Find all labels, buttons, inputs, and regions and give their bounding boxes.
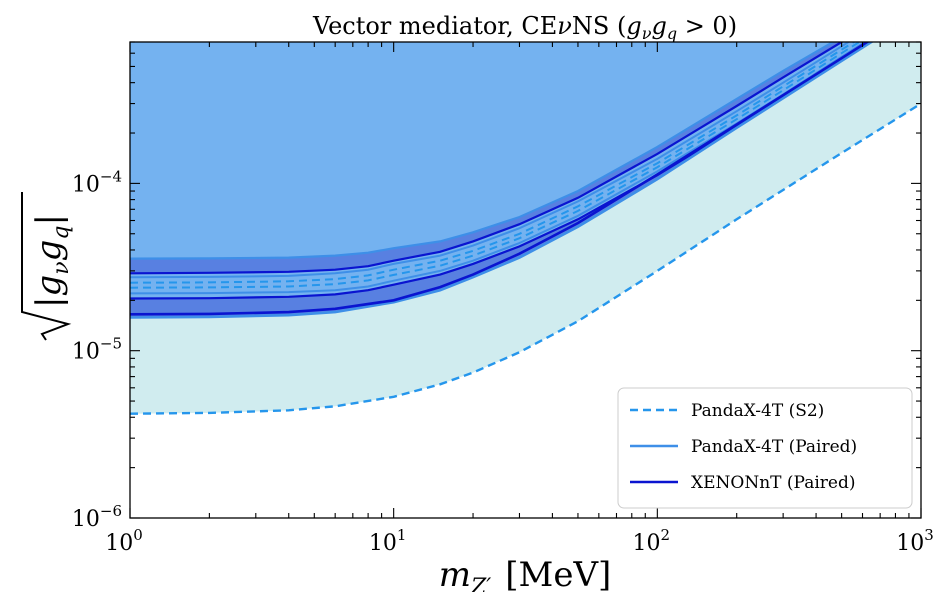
- x-tick-label-2: 102: [633, 526, 671, 556]
- pandax-s2-upper-dashed-line: [130, 42, 856, 284]
- legend-label-xenon-paired: XENONnT (Paired): [691, 473, 855, 493]
- y-tick-label-1: 10−5: [72, 335, 122, 365]
- legend-label-pandax-s2: PandaX-4T (S2): [691, 401, 824, 421]
- legend: PandaX-4T (S2) PandaX-4T (Paired) XENONn…: [617, 387, 913, 509]
- x-tick-labels: 100 101 102 103: [105, 526, 934, 556]
- series-pandax-paired-line: [130, 42, 874, 319]
- y-axis-label: |gνgq|: [21, 192, 74, 341]
- pandax-paired-upper-line: [130, 42, 836, 260]
- x-tick-label-1: 101: [369, 526, 407, 556]
- legend-box: [617, 387, 913, 509]
- x-tick-label-0: 100: [105, 526, 143, 556]
- chart-title: Vector mediator, CEνNS (gνgq > 0): [312, 12, 737, 43]
- plot-frame: [129, 41, 922, 519]
- y-tick-label-2: 10−4: [72, 167, 122, 197]
- legend-label-pandax-paired: PandaX-4T (Paired): [691, 437, 857, 457]
- pandax-s2-lower-dashed-line: [130, 42, 862, 289]
- axis-ticks: [129, 41, 922, 519]
- pandax-paired-inner-upper-line: [130, 42, 851, 279]
- y-tick-label-0: 10−6: [72, 502, 122, 532]
- x-tick-label-3: 103: [896, 526, 934, 556]
- y-axis-label-text: |gνgq|: [29, 214, 74, 308]
- excluded-region: [130, 42, 872, 318]
- sqrt-symbol: [21, 192, 72, 341]
- xenon-paired-upper-line: [130, 42, 844, 275]
- plot-area: [130, 42, 921, 518]
- series-pandax-s2-line: [130, 102, 921, 415]
- y-tick-labels: 10−6 10−5 10−4: [72, 167, 122, 532]
- series-xenon-paired-line: [130, 42, 870, 316]
- x-axis-label: mZ′ [MeV]: [439, 555, 612, 592]
